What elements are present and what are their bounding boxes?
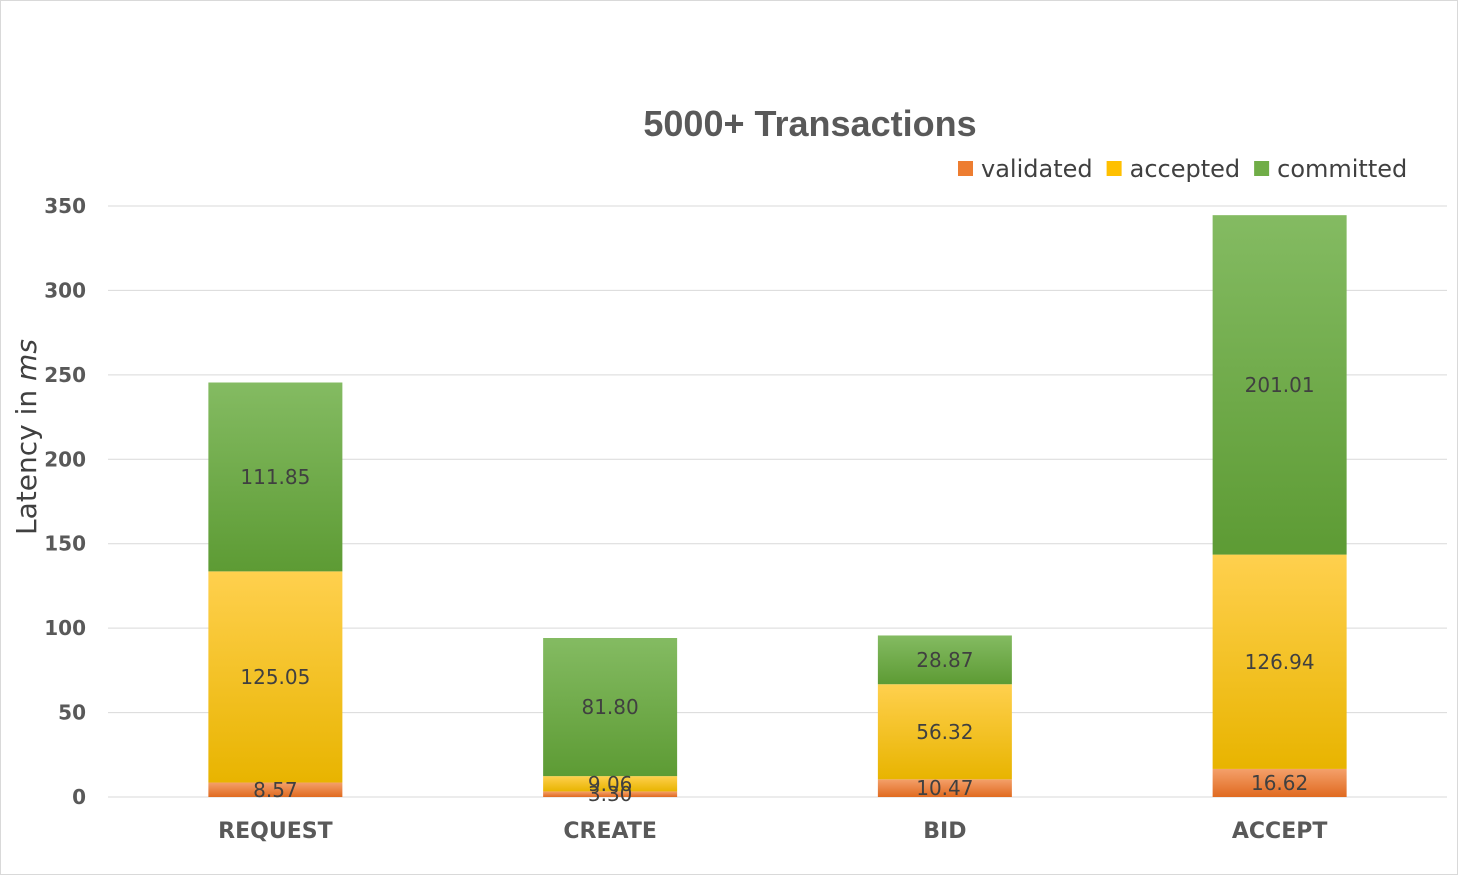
data-label-validated: 10.47: [916, 776, 973, 800]
legend-label-accepted: accepted: [1130, 155, 1241, 183]
y-tick-label: 300: [44, 278, 86, 302]
y-tick-label: 200: [44, 447, 86, 471]
bars: 8.57 125.05 111.85 3.309.06 81.80 10.47 56.32 2…: [208, 215, 1347, 806]
x-category-label: CREATE: [563, 819, 656, 844]
y-tick-label: 100: [44, 616, 86, 640]
bar-segment-accepted: [208, 571, 343, 783]
x-axis-categories: REQUEST CREATE BID ACCEPT: [218, 819, 1327, 844]
data-label-accepted: 56.32: [916, 720, 973, 744]
data-label-accepted: 9.06: [588, 772, 633, 796]
data-label-validated: 8.57: [253, 778, 298, 802]
legend-swatch-accepted: [1106, 161, 1122, 176]
y-tick-label: 50: [58, 701, 86, 725]
data-label-accepted: 125.05: [240, 665, 310, 689]
data-label-validated: 16.62: [1251, 771, 1308, 795]
bar-segment-committed: [1212, 215, 1347, 555]
bar-segment-validated: [208, 782, 343, 797]
legend-swatch-committed: [1254, 161, 1270, 176]
y-tick-label: 250: [44, 363, 86, 387]
bar-segment-accepted: [877, 684, 1012, 780]
legend-swatch-validated: [958, 161, 973, 176]
data-label-committed: 81.80: [581, 695, 638, 719]
bar-segment-accepted: [543, 776, 678, 792]
bar-segment-committed: [543, 638, 678, 777]
x-category-label: REQUEST: [218, 819, 332, 844]
y-tick-label: 150: [44, 532, 86, 556]
y-tick-label: 0: [72, 785, 86, 809]
data-label-accepted: 126.94: [1245, 650, 1315, 674]
chart-title: 5000+ Transactions: [643, 103, 976, 144]
y-axis-label-text: Latency in: [10, 390, 43, 535]
y-axis-label-unit: ms: [10, 339, 43, 381]
y-axis-label: Latency in ms: [10, 339, 43, 535]
x-category-label: BID: [923, 819, 966, 844]
y-axis-ticks: 0 50 100 150 200 250 300 350: [44, 194, 86, 809]
legend-label-validated: validated: [981, 155, 1093, 183]
bar-segment-accepted: [1212, 554, 1347, 769]
legend: validated accepted committed: [958, 155, 1407, 183]
bar-segment-committed: [877, 635, 1012, 685]
bar-segment-validated: [1212, 768, 1347, 797]
data-label-committed: 28.87: [916, 648, 973, 672]
data-label-committed: 111.85: [240, 465, 310, 489]
data-label-committed: 201.01: [1245, 373, 1315, 397]
data-label-validated: 3.30: [588, 782, 633, 806]
legend-label-committed: committed: [1277, 155, 1407, 183]
bar-segment-validated: [877, 779, 1012, 797]
bar-segment-validated: [543, 791, 678, 797]
bar-segment-committed: [208, 382, 343, 572]
x-category-label: ACCEPT: [1232, 819, 1327, 844]
y-tick-label: 350: [44, 194, 86, 218]
